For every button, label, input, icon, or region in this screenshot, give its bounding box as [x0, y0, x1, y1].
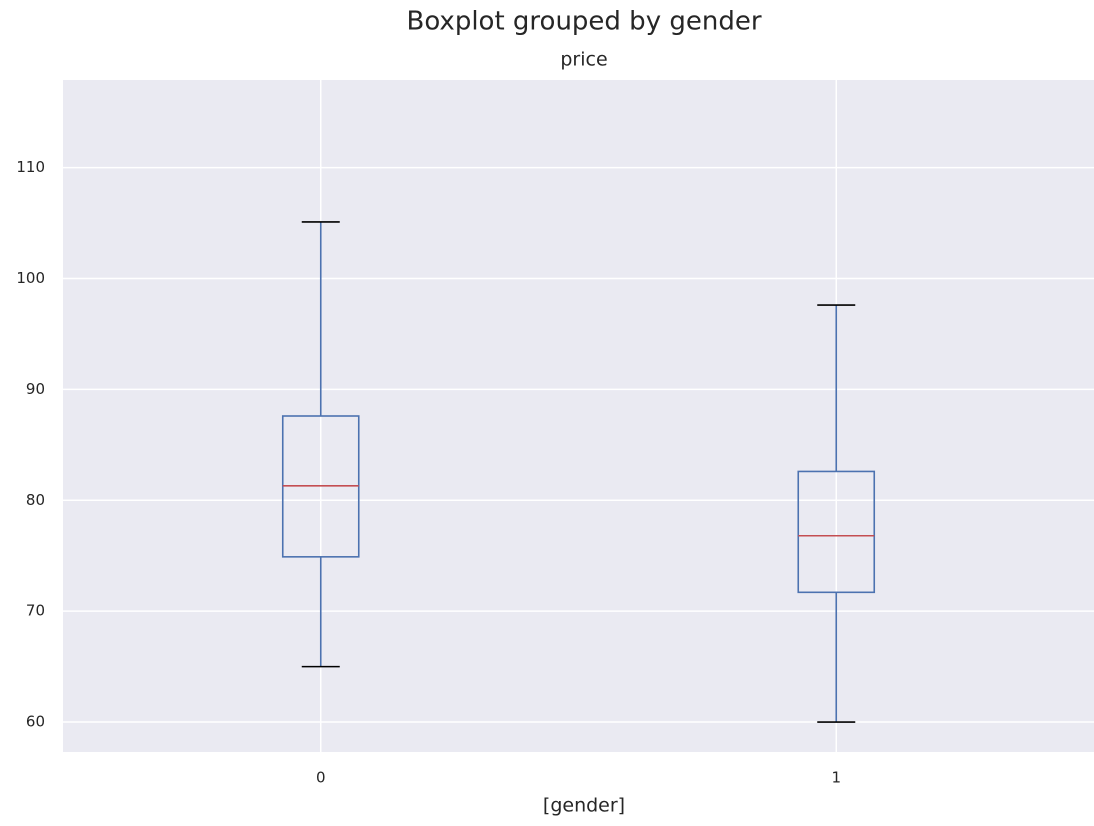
x-tick-label: 1 — [831, 769, 841, 787]
y-tick-label: 60 — [26, 713, 45, 731]
chart-title: Boxplot grouped by gender — [406, 7, 761, 37]
y-tick-label: 100 — [16, 269, 45, 287]
y-tick-label: 80 — [26, 491, 45, 509]
plot-area — [63, 80, 1094, 752]
y-tick-label: 110 — [16, 158, 45, 176]
chart-subtitle: price — [560, 49, 607, 71]
y-tick-label: 90 — [26, 380, 45, 398]
y-tick-label: 70 — [26, 602, 45, 620]
x-tick-label: 0 — [316, 769, 326, 787]
box — [797, 470, 876, 594]
x-axis-label: [gender] — [543, 795, 625, 817]
